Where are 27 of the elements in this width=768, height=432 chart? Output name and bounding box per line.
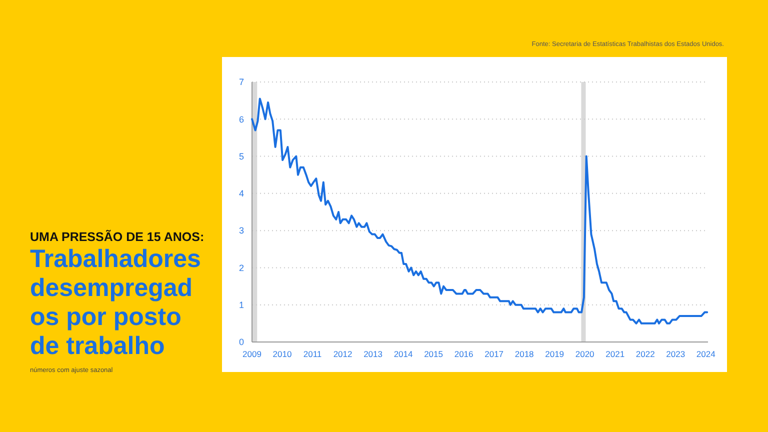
y-tick-label: 5 <box>238 151 244 162</box>
x-tick-label: 2024 <box>696 349 716 359</box>
x-tick-label: 2021 <box>606 349 625 359</box>
y-tick-label: 3 <box>238 226 244 236</box>
y-tick-label: 1 <box>238 300 244 310</box>
x-tick-label: 2010 <box>272 349 292 359</box>
y-tick-label: 2 <box>238 262 244 273</box>
x-tick-label: 2019 <box>545 349 564 359</box>
x-tick-label: 2022 <box>636 349 656 359</box>
line-series <box>251 98 708 324</box>
text: Trabalhadores desempregados por posto de trabalho <box>30 245 201 360</box>
y-tick-label: 4 <box>238 188 244 199</box>
x-tick-label: 2012 <box>333 349 352 359</box>
y-tick-label: 6 <box>238 114 244 124</box>
x-tick-label: 2017 <box>484 349 504 359</box>
x-tick-label: 2018 <box>514 349 534 359</box>
x-tick-label: 2011 <box>303 349 322 359</box>
x-tick-label: 2015 <box>424 349 444 359</box>
x-tick-label: 2014 <box>394 349 414 359</box>
x-tick-label: 2009 <box>242 349 262 359</box>
y-tick-label: 0 <box>238 337 244 348</box>
text: UMA PRESSÃO DE 15 ANOS: <box>30 229 204 244</box>
y-tick-label: 7 <box>238 77 244 88</box>
x-tick-label: 2013 <box>364 349 383 359</box>
x-tick-label: 2020 <box>575 349 595 359</box>
x-tick-label: 2023 <box>666 349 686 359</box>
x-tick-label: 2016 <box>454 349 474 359</box>
